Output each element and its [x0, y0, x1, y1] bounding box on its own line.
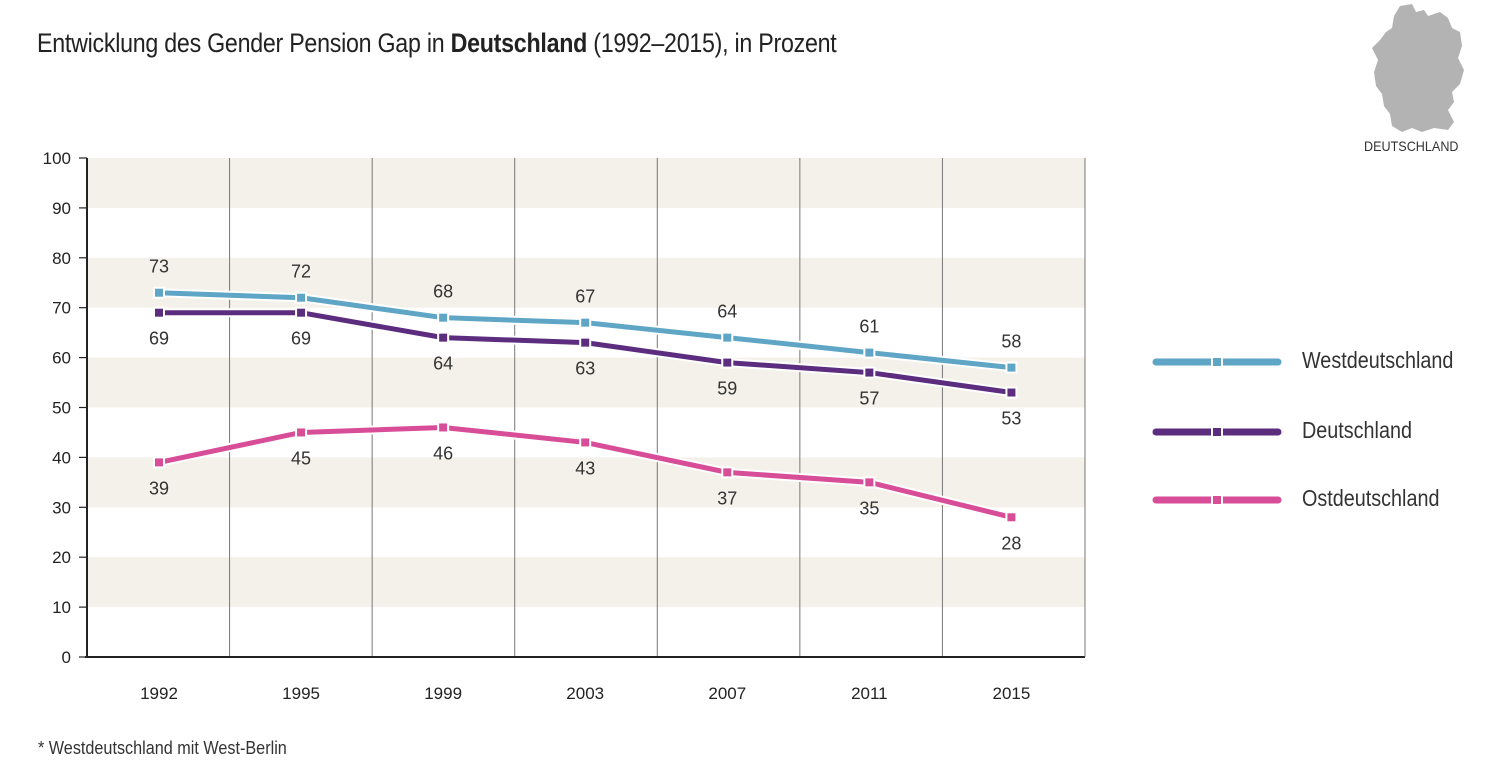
point-west-2015 — [1007, 363, 1016, 372]
data-points — [153, 286, 1018, 524]
legend-swatch-west — [1152, 356, 1282, 368]
data-label-west-2007: 64 — [717, 302, 737, 322]
title-bold: Deutschland — [450, 28, 588, 58]
data-label-germany-2003: 63 — [575, 359, 595, 379]
y-axis-ticks: 0 10 20 30 40 50 60 70 80 90 100 — [43, 149, 87, 667]
x-tick-label-1992: 1992 — [140, 684, 178, 703]
legend-label-west: Westdeutschland — [1302, 347, 1454, 373]
band-90 — [87, 158, 1085, 208]
point-west-2007 — [723, 333, 732, 342]
vertical-gridlines — [229, 158, 943, 657]
x-axis-ticks: 1992 1995 1999 2003 2007 2011 2015 — [140, 684, 1030, 703]
y-tick-label-20: 20 — [52, 548, 71, 567]
title-prefix: Entwicklung des Gender Pension Gap in — [37, 28, 445, 58]
y-tick-label-0: 0 — [62, 648, 71, 667]
point-west-2011 — [865, 348, 874, 357]
point-east-2015 — [1007, 513, 1016, 522]
data-labels: 73 72 68 67 64 61 58 69 69 64 63 59 57 53 39 45 46 43 37 35… — [149, 257, 1021, 554]
chart-title: Entwicklung des Gender Pension Gap in De… — [37, 28, 837, 59]
point-east-2003 — [581, 438, 590, 447]
y-tick-label-60: 60 — [52, 349, 71, 368]
y-tick-label-90: 90 — [52, 199, 71, 218]
point-west-1999 — [439, 313, 448, 322]
x-tick-label-2011: 2011 — [851, 684, 888, 703]
data-label-east-2007: 37 — [717, 488, 737, 508]
y-tick-label-10: 10 — [52, 598, 71, 617]
point-east-2011 — [865, 478, 874, 487]
data-label-west-2011: 61 — [859, 317, 879, 337]
data-label-germany-1999: 64 — [433, 354, 453, 374]
data-label-germany-2007: 59 — [717, 379, 737, 399]
data-label-germany-1995: 69 — [291, 329, 311, 349]
y-tick-label-30: 30 — [52, 498, 71, 517]
legend-label-germany: Deutschland — [1302, 417, 1412, 443]
y-tick-label-70: 70 — [52, 299, 71, 318]
x-tick-label-1995: 1995 — [282, 684, 320, 703]
point-germany-1995 — [297, 308, 306, 317]
title-suffix: (1992–2015), in Prozent — [593, 28, 837, 58]
legend-label-east: Ostdeutschland — [1302, 485, 1440, 511]
y-tick-label-100: 100 — [43, 149, 71, 168]
data-label-west-2015: 58 — [1001, 332, 1021, 352]
point-germany-2007 — [723, 358, 732, 367]
data-label-east-2003: 43 — [575, 458, 595, 478]
data-label-west-1999: 68 — [433, 282, 453, 302]
data-label-germany-1992: 69 — [149, 329, 169, 349]
point-west-1992 — [155, 288, 163, 297]
y-tick-label-80: 80 — [52, 249, 71, 268]
x-tick-label-2003: 2003 — [566, 684, 604, 703]
point-east-1992 — [155, 458, 163, 467]
data-label-east-1995: 45 — [291, 448, 311, 468]
point-west-1995 — [297, 293, 306, 302]
legend-item-west — [1150, 348, 1290, 376]
footnote: * Westdeutschland mit West-Berlin — [38, 738, 287, 758]
map-label: DEUTSCHLAND — [1364, 138, 1459, 154]
legend-item-east — [1150, 486, 1290, 514]
y-tick-label-40: 40 — [52, 448, 71, 467]
legend-swatch-east — [1152, 494, 1282, 506]
legend-item-germany — [1150, 418, 1290, 446]
x-tick-label-2015: 2015 — [993, 684, 1031, 703]
x-tick-label-2007: 2007 — [708, 684, 746, 703]
point-west-2003 — [581, 318, 590, 327]
data-label-east-2011: 35 — [859, 498, 879, 518]
data-label-east-1992: 39 — [149, 478, 169, 498]
point-east-1995 — [297, 428, 306, 437]
point-germany-2011 — [865, 368, 874, 377]
point-east-2007 — [723, 468, 732, 477]
point-germany-1992 — [155, 308, 163, 317]
data-label-germany-2011: 57 — [859, 389, 879, 409]
band-10 — [87, 557, 1085, 608]
data-label-west-1992: 73 — [149, 257, 169, 277]
data-label-germany-2015: 53 — [1001, 409, 1021, 429]
legend-swatch-germany — [1152, 426, 1282, 438]
data-label-west-1995: 72 — [291, 262, 311, 282]
point-germany-2015 — [1007, 388, 1016, 397]
point-east-1999 — [439, 423, 448, 432]
x-tick-label-1999: 1999 — [424, 684, 462, 703]
point-germany-1999 — [439, 333, 448, 342]
y-tick-label-50: 50 — [52, 399, 71, 418]
data-label-east-1999: 46 — [433, 443, 453, 463]
data-label-west-2003: 67 — [575, 287, 595, 307]
point-germany-2003 — [581, 338, 590, 347]
data-label-east-2015: 28 — [1001, 533, 1021, 553]
germany-map-icon — [1372, 4, 1464, 132]
line-chart: 0 10 20 30 40 50 60 70 80 90 100 1992 1995 1999 2003 2… — [43, 149, 1086, 703]
